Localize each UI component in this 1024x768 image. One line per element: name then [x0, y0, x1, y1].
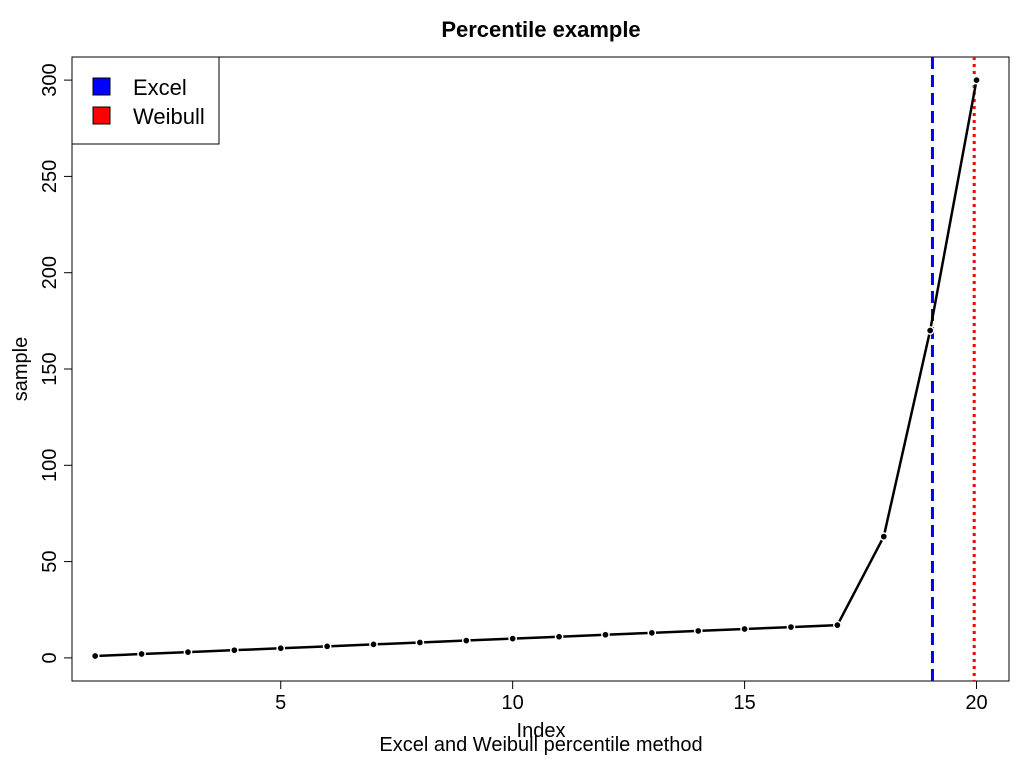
data-point: [508, 634, 518, 643]
y-tick-label: 200: [39, 256, 61, 289]
data-point: [183, 647, 193, 657]
x-tick-label: 5: [275, 692, 286, 714]
reference-lines: [930, 57, 976, 681]
data-point: [833, 620, 842, 630]
legend-label: Weibull: [133, 104, 205, 129]
y-tick-label: 0: [39, 652, 61, 663]
data-point: [925, 326, 935, 335]
y-axis-label: sample: [10, 337, 32, 401]
legend-box: [71, 56, 220, 145]
chart-subtitle: Excel and Weibull percentile method: [379, 734, 702, 756]
x-tick-label: 10: [502, 692, 524, 714]
data-point: [90, 651, 100, 661]
data-point: [230, 645, 239, 655]
x-tick-label: 15: [733, 692, 755, 714]
x-tick-label: 20: [965, 692, 987, 714]
series-line: [95, 79, 978, 658]
plot-frame: [71, 56, 1010, 682]
data-point: [601, 630, 610, 640]
legend: Excel Weibull: [71, 56, 220, 145]
data-point: [740, 624, 749, 634]
y-tick-label: 300: [39, 63, 61, 96]
series-layer: [90, 75, 981, 661]
x-axis: 5 10 15 20: [275, 681, 988, 714]
y-tick-label: 250: [39, 160, 61, 193]
data-point: [693, 626, 703, 636]
y-tick-label: 100: [39, 449, 61, 482]
x-axis-label: Index: [517, 720, 566, 742]
data-point: [322, 641, 332, 651]
data-point: [647, 628, 657, 638]
data-point: [879, 532, 889, 541]
legend-swatch: [92, 106, 111, 125]
data-point: [137, 649, 146, 659]
data-point: [415, 638, 425, 647]
chart-title: Percentile example: [441, 17, 640, 42]
y-axis: 0 50 100 150 200 250 300: [39, 63, 72, 663]
data-point: [786, 622, 796, 632]
data-point: [461, 636, 471, 645]
data-point: [972, 75, 981, 85]
data-point: [276, 643, 286, 653]
legend-swatch: [92, 77, 111, 96]
data-point: [369, 640, 378, 649]
data-point: [554, 632, 564, 642]
legend-label: Excel: [133, 75, 187, 100]
y-tick-label: 150: [39, 352, 61, 385]
y-tick-label: 50: [39, 550, 61, 572]
